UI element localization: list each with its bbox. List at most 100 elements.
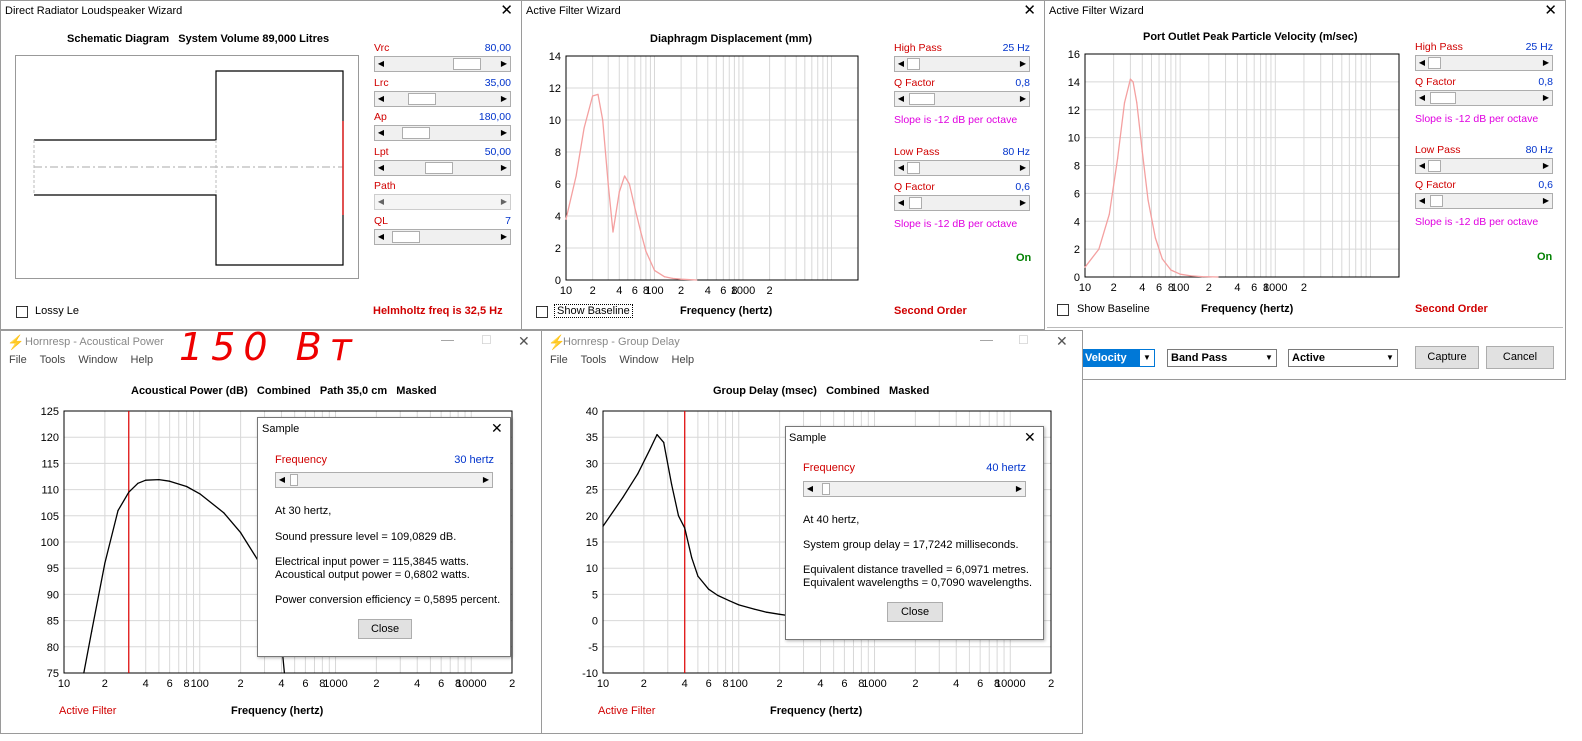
slider-thumb[interactable]: [909, 197, 922, 209]
menu-file[interactable]: File: [9, 354, 27, 366]
left-arrow-icon[interactable]: ◀: [1418, 93, 1426, 102]
left-arrow-icon[interactable]: ◀: [897, 198, 905, 207]
minimize-icon[interactable]: —: [980, 332, 993, 347]
close-icon[interactable]: ✕: [1023, 2, 1036, 19]
slider-ql[interactable]: ◀ ▶: [374, 228, 511, 245]
menu-window[interactable]: Window: [619, 354, 659, 366]
slider-thumb[interactable]: [1428, 57, 1441, 69]
left-arrow-icon[interactable]: ◀: [897, 94, 905, 103]
chevron-down-icon[interactable]: ▼: [1140, 350, 1154, 366]
close-icon[interactable]: ✕: [1544, 2, 1557, 19]
slider-thumb[interactable]: [822, 483, 830, 495]
slider-lpt[interactable]: ◀ ▶: [374, 159, 511, 176]
slider-path[interactable]: ◀ ▶: [374, 194, 511, 210]
titlebar[interactable]: Direct Radiator Loudspeaker Wizard ✕: [1, 1, 521, 21]
close-icon[interactable]: ✕: [491, 420, 503, 436]
right-arrow-icon[interactable]: ▶: [500, 231, 508, 241]
slider-thumb[interactable]: [425, 161, 454, 174]
left-arrow-icon[interactable]: ◀: [377, 128, 385, 137]
mode-dropdown[interactable]: Active ▼: [1288, 349, 1398, 367]
right-arrow-icon[interactable]: ▶: [1019, 163, 1027, 172]
titlebar[interactable]: Active Filter Wizard ✕: [1045, 1, 1565, 21]
left-arrow-icon[interactable]: ◀: [897, 163, 905, 172]
left-arrow-icon[interactable]: ◀: [278, 475, 286, 484]
left-arrow-icon[interactable]: ◀: [897, 59, 905, 68]
right-arrow-icon[interactable]: ▶: [1019, 59, 1027, 68]
slider-thumb[interactable]: [907, 162, 920, 174]
slider-thumb[interactable]: [1428, 160, 1441, 172]
menu-help[interactable]: Help: [671, 354, 695, 366]
titlebar[interactable]: Active Filter Wizard ✕: [522, 1, 1044, 21]
low-pass-slider[interactable]: ◀ ▶: [894, 160, 1030, 176]
right-arrow-icon[interactable]: ▶: [500, 128, 508, 137]
slider-thumb[interactable]: [402, 127, 431, 139]
minimize-icon[interactable]: —: [441, 332, 454, 347]
filter-type-dropdown[interactable]: Band Pass ▼: [1167, 349, 1277, 367]
menu-window[interactable]: Window: [78, 354, 118, 366]
show-baseline-checkbox[interactable]: [1057, 304, 1069, 316]
right-arrow-icon[interactable]: ▶: [500, 93, 508, 103]
left-arrow-icon[interactable]: ◀: [806, 484, 814, 493]
maximize-icon[interactable]: ☐: [481, 333, 492, 347]
close-icon[interactable]: ✕: [518, 333, 530, 349]
slider-thumb[interactable]: [1430, 92, 1456, 104]
left-arrow-icon[interactable]: ◀: [1418, 161, 1426, 170]
parameter-dropdown[interactable]: Velocity ▼: [1081, 349, 1155, 367]
close-button[interactable]: Close: [358, 619, 412, 639]
left-arrow-icon[interactable]: ◀: [377, 197, 385, 206]
left-arrow-icon[interactable]: ◀: [1418, 196, 1426, 205]
right-arrow-icon[interactable]: ▶: [1542, 161, 1550, 170]
chevron-down-icon[interactable]: ▼: [1265, 353, 1273, 362]
titlebar[interactable]: ⚡ Hornresp - Group Delay — ☐ ✕: [542, 331, 1082, 353]
titlebar[interactable]: ⚡ Hornresp - Acoustical Power — ☐ ✕: [1, 331, 541, 353]
menu-file[interactable]: File: [550, 354, 568, 366]
left-arrow-icon[interactable]: ◀: [377, 93, 385, 103]
q-factor-slider-2[interactable]: ◀ ▶: [1415, 193, 1553, 209]
maximize-icon[interactable]: ☐: [1018, 333, 1029, 347]
slider-thumb[interactable]: [453, 58, 482, 70]
close-icon[interactable]: ✕: [1056, 333, 1068, 349]
right-arrow-icon[interactable]: ▶: [1015, 484, 1023, 493]
right-arrow-icon[interactable]: ▶: [500, 162, 508, 172]
close-icon[interactable]: ✕: [1024, 429, 1036, 445]
menu-tools[interactable]: Tools: [39, 354, 66, 366]
right-arrow-icon[interactable]: ▶: [1542, 58, 1550, 67]
right-arrow-icon[interactable]: ▶: [1019, 198, 1027, 207]
high-pass-slider[interactable]: ◀ ▶: [894, 56, 1030, 72]
slider-thumb[interactable]: [907, 58, 920, 70]
lossy-le-checkbox[interactable]: [16, 306, 28, 318]
frequency-slider[interactable]: ◀ ▶: [275, 472, 493, 488]
slider-thumb[interactable]: [290, 474, 298, 486]
close-icon[interactable]: ✕: [500, 2, 513, 19]
menu-tools[interactable]: Tools: [580, 354, 607, 366]
show-baseline-checkbox[interactable]: [536, 306, 548, 318]
menu-help[interactable]: Help: [130, 354, 154, 366]
chevron-down-icon[interactable]: ▼: [1386, 353, 1394, 362]
slider-thumb[interactable]: [1430, 195, 1443, 207]
right-arrow-icon[interactable]: ▶: [500, 197, 508, 206]
low-pass-slider[interactable]: ◀ ▶: [1415, 158, 1553, 174]
left-arrow-icon[interactable]: ◀: [1418, 58, 1426, 67]
left-arrow-icon[interactable]: ◀: [377, 231, 385, 241]
q-factor-slider[interactable]: ◀ ▶: [894, 91, 1030, 107]
slider-thumb[interactable]: [909, 93, 935, 105]
high-pass-slider[interactable]: ◀ ▶: [1415, 55, 1553, 71]
slider-ap[interactable]: ◀ ▶: [374, 125, 511, 141]
slider-thumb[interactable]: [392, 230, 421, 243]
right-arrow-icon[interactable]: ▶: [1542, 93, 1550, 102]
frequency-slider[interactable]: ◀ ▶: [803, 481, 1026, 497]
right-arrow-icon[interactable]: ▶: [500, 59, 508, 68]
right-arrow-icon[interactable]: ▶: [482, 475, 490, 484]
cancel-button[interactable]: Cancel: [1486, 346, 1554, 369]
slider-vrc[interactable]: ◀ ▶: [374, 56, 511, 72]
close-button[interactable]: Close: [887, 602, 943, 622]
q-factor-slider-2[interactable]: ◀ ▶: [894, 195, 1030, 211]
left-arrow-icon[interactable]: ◀: [377, 162, 385, 172]
capture-button[interactable]: Capture: [1415, 346, 1479, 369]
right-arrow-icon[interactable]: ▶: [1019, 94, 1027, 103]
right-arrow-icon[interactable]: ▶: [1542, 196, 1550, 205]
slider-lrc[interactable]: ◀ ▶: [374, 90, 511, 107]
left-arrow-icon[interactable]: ◀: [377, 59, 385, 68]
slider-thumb[interactable]: [408, 92, 437, 105]
q-factor-slider[interactable]: ◀ ▶: [1415, 90, 1553, 106]
